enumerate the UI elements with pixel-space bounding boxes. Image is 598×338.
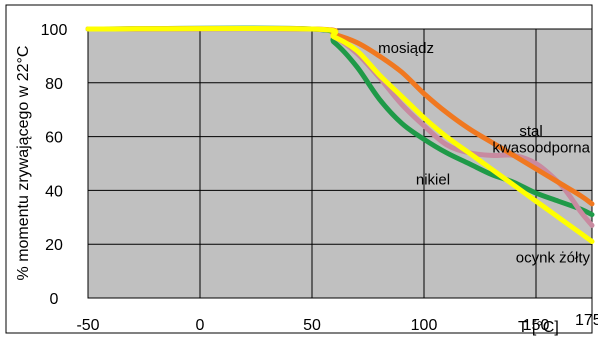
y-tick-label: 40 bbox=[45, 183, 63, 200]
x-tick-label: 150 bbox=[523, 317, 550, 334]
annotation-label: kwasoodporna bbox=[492, 139, 590, 156]
annotation-label: ocynk żółty bbox=[516, 250, 591, 267]
plot-background bbox=[88, 29, 592, 298]
y-tick-label: 100 bbox=[41, 22, 68, 39]
x-tick-label: 100 bbox=[411, 317, 438, 334]
x-tick-label: -50 bbox=[76, 317, 99, 334]
y-tick-label: 0 bbox=[50, 291, 59, 308]
x-tick-label: 50 bbox=[303, 317, 321, 334]
x-axis-label: T [°C] bbox=[518, 319, 559, 336]
y-axis-label: % momentu zrywającego w 22°C bbox=[15, 46, 32, 281]
y-tick-label: 60 bbox=[45, 130, 63, 147]
y-tick-label: 20 bbox=[45, 237, 63, 254]
plot-border bbox=[87, 28, 593, 299]
series-line-ocynk-żółty bbox=[85, 25, 595, 244]
annotation-label: nikiel bbox=[416, 172, 450, 189]
annotation-label: stal bbox=[519, 123, 542, 140]
x-tick-label: 0 bbox=[196, 317, 205, 334]
annotation-label: mosiądz bbox=[378, 40, 434, 57]
x-tick-label: 175 bbox=[575, 312, 598, 329]
y-tick-label: 80 bbox=[45, 76, 63, 93]
